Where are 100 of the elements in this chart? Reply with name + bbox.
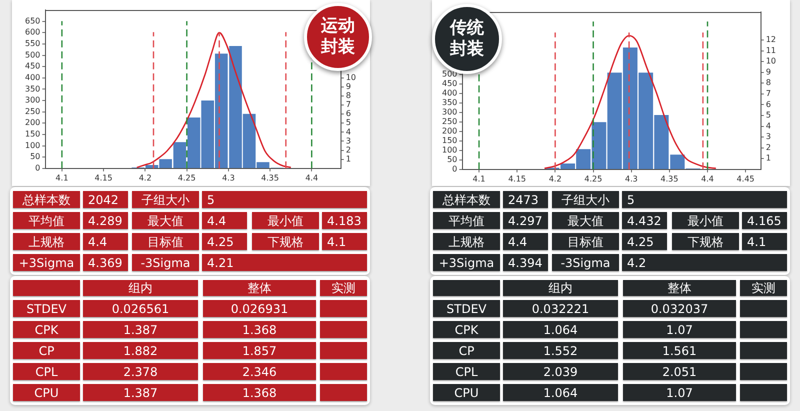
y2-tick-label: 5 — [766, 110, 771, 120]
text: 1.882 — [123, 344, 158, 358]
text: 2.039 — [543, 364, 578, 378]
text: 2.378 — [123, 364, 158, 378]
text: 总样本数 — [22, 192, 70, 206]
text: CPK — [34, 322, 58, 336]
text: 1.387 — [123, 386, 158, 400]
text: 4.289 — [88, 214, 122, 228]
text: 组内 — [128, 281, 152, 295]
text: -3Sigma — [560, 256, 610, 270]
y2-tick-label: 5 — [346, 118, 351, 128]
text: 传统封装 — [450, 18, 484, 60]
text: 最大值 — [568, 214, 604, 228]
text: 1.387 — [123, 322, 158, 336]
text: 最小值 — [688, 214, 724, 228]
text: 2.051 — [662, 364, 697, 378]
x-tick-label: 4.25 — [178, 173, 196, 182]
text: 1.064 — [543, 386, 578, 400]
y-tick-label: 450 — [24, 62, 40, 71]
y2-tick-label: 2 — [346, 145, 351, 154]
y-tick-label: 150 — [24, 130, 40, 139]
y2-tick-label: 12 — [766, 35, 776, 44]
y-tick-label: 300 — [442, 108, 458, 117]
y-tick-label: 600 — [24, 28, 40, 37]
x-tick-label: 4.1 — [472, 174, 486, 184]
text: 总样本数 — [442, 192, 490, 206]
y2-tick-label: 10 — [766, 56, 776, 66]
text: 子组大小 — [142, 192, 190, 206]
y2-tick-label: 8 — [766, 78, 771, 88]
text: CP — [458, 344, 474, 358]
text: 1.07 — [666, 386, 693, 400]
text: 1.857 — [242, 344, 277, 358]
text: 0.026561 — [112, 302, 170, 316]
y-tick-label: 0 — [35, 163, 40, 172]
y-tick-label: 250 — [24, 106, 40, 116]
text: 子组大小 — [562, 192, 610, 206]
y-tick-label: 100 — [442, 146, 458, 155]
text: 4.369 — [88, 256, 122, 270]
text: 0.032037 — [650, 302, 708, 316]
y2-tick-label: 1 — [346, 154, 351, 164]
y-tick-label: 550 — [24, 39, 40, 48]
text: 组内 — [548, 281, 572, 295]
x-tick-label: 4.25 — [584, 174, 602, 184]
text: +3Sigma — [18, 256, 74, 270]
text: 4.25 — [627, 234, 654, 248]
text: CPL — [455, 364, 478, 378]
text: 0.032221 — [532, 302, 590, 316]
text: 0.026931 — [230, 302, 288, 316]
text: 下规格 — [688, 234, 724, 248]
text: 1.368 — [242, 322, 277, 336]
text: 下规格 — [268, 234, 304, 248]
text: 平均值 — [28, 214, 64, 228]
y2-tick-label: 6 — [766, 100, 771, 109]
text: 最大值 — [148, 214, 184, 228]
x-tick-label: 4.1 — [56, 173, 68, 182]
x-tick-label: 4.2 — [138, 173, 152, 182]
y-tick-label: 200 — [442, 126, 458, 136]
text: CPL — [35, 364, 58, 378]
text: 整体 — [248, 281, 272, 295]
y2-tick-label: 3 — [346, 136, 351, 146]
text: 4.25 — [207, 234, 234, 248]
text: 4.1 — [327, 234, 346, 248]
y2-tick-label: 4 — [766, 121, 771, 130]
x-tick-label: 4.3 — [222, 173, 235, 182]
y-tick-label: 300 — [24, 96, 40, 105]
text: 1.07 — [666, 322, 693, 336]
text: 4.394 — [508, 256, 542, 270]
text: 4.165 — [747, 214, 782, 228]
y-tick-label: 100 — [24, 140, 40, 150]
text: CPU — [454, 386, 479, 400]
text: 1.561 — [662, 344, 697, 358]
text: 4.4 — [207, 214, 226, 228]
y-tick-label: 50 — [30, 152, 40, 162]
y-tick-label: 350 — [24, 84, 40, 94]
y-tick-label: 450 — [442, 79, 458, 88]
y2-tick-label: 7 — [766, 89, 771, 98]
y-tick-label: 200 — [24, 118, 40, 128]
y-tick-label: 0 — [452, 164, 458, 174]
text: 4.2 — [627, 256, 646, 270]
text: 平均值 — [448, 214, 484, 228]
y-tick-label: 150 — [442, 136, 458, 146]
text: 4.183 — [327, 214, 362, 228]
text: 4.297 — [508, 214, 542, 228]
y-tick-label: 400 — [24, 72, 40, 82]
text: 1.552 — [543, 344, 578, 358]
x-tick-label: 4.15 — [508, 174, 526, 184]
line-series — [544, 35, 717, 170]
text: 最小值 — [268, 214, 304, 228]
text: CPU — [34, 386, 59, 400]
x-tick-label: 4.45 — [736, 174, 754, 184]
x-tick-label: 4.35 — [660, 174, 678, 184]
y-tick-label: 650 — [24, 16, 40, 26]
text: 4.432 — [627, 214, 662, 228]
x-tick-label: 4.4 — [701, 174, 714, 184]
x-tick-label: 4.2 — [548, 174, 562, 184]
text: 上规格 — [448, 234, 484, 248]
text: 2042 — [88, 192, 119, 206]
text: CP — [38, 344, 54, 358]
text: +3Sigma — [438, 256, 494, 270]
text: -3Sigma — [140, 256, 190, 270]
